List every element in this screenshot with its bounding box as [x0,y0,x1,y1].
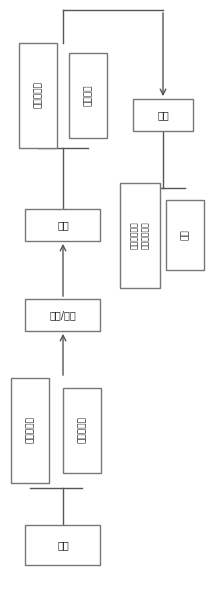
Bar [132,99,192,131]
Bar [25,209,100,241]
Text: 推拉滑轨: 推拉滑轨 [83,84,92,106]
Text: 检测: 检测 [156,110,168,120]
Bar [165,200,203,270]
Text: 组装: 组装 [57,540,69,550]
Bar [25,299,100,331]
Text: 标识: 标识 [180,230,188,241]
Bar [25,525,100,565]
Text: 组装保持架: 组装保持架 [77,416,86,443]
Text: 推拉: 推拉 [57,220,69,230]
Text: 检测滑轨的滑
动力、制止力: 检测滑轨的滑 动力、制止力 [130,221,149,249]
Text: 固定下滑道: 固定下滑道 [25,416,34,443]
Bar [63,388,101,473]
Bar [19,43,57,148]
Text: 定位上滑道: 定位上滑道 [33,82,42,109]
Text: 打坑/铆压: 打坑/铆压 [49,310,76,320]
Bar [119,182,159,287]
Bar [11,377,49,482]
Bar [69,52,107,137]
